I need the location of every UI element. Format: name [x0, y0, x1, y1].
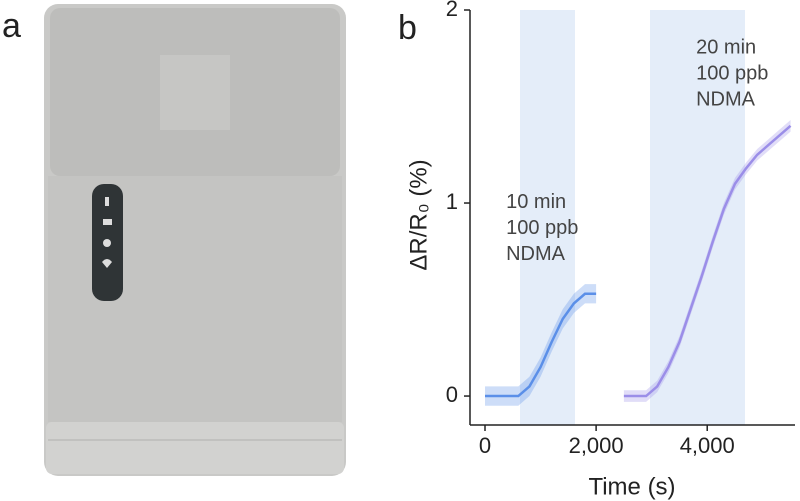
panel-label: a: [2, 7, 21, 45]
annotation-line: 20 min: [696, 37, 756, 59]
shaded-region: [650, 10, 745, 425]
pad-icons: [102, 197, 112, 268]
y-axis-label: ΔR/R₀ (%): [405, 159, 432, 270]
annotation-line: 100 ppb: [506, 217, 578, 239]
line: [485, 292, 597, 398]
panel-label: b: [398, 9, 417, 47]
device-base: [46, 422, 344, 474]
line: [623, 124, 792, 398]
annotation-line: 10 min: [506, 191, 566, 213]
annotation: 10 min 100 ppb NDMA: [506, 191, 578, 265]
x-axis-label: Time (s): [588, 473, 675, 500]
device-photo: [44, 4, 346, 476]
device-label: [160, 55, 230, 130]
chart: 0 1 2 0 2,000 4,000 10 min 100 ppb NDMA 20 min 100…: [446, 0, 795, 458]
annotation-line: NDMA: [696, 89, 756, 111]
error-band: [485, 284, 597, 406]
shaded-region: [520, 10, 575, 425]
annotation-line: 100 ppb: [696, 63, 768, 85]
x-tick-label: 4,000: [680, 433, 735, 458]
y-tick-label: 1: [446, 189, 458, 214]
y-tick-label: 2: [446, 0, 458, 21]
annotation: 20 min 100 ppb NDMA: [696, 37, 768, 111]
x-tick-label: 0: [479, 433, 491, 458]
annotation-line: NDMA: [506, 243, 566, 265]
x-tick-label: 2,000: [569, 433, 624, 458]
y-tick-label: 0: [446, 382, 458, 407]
